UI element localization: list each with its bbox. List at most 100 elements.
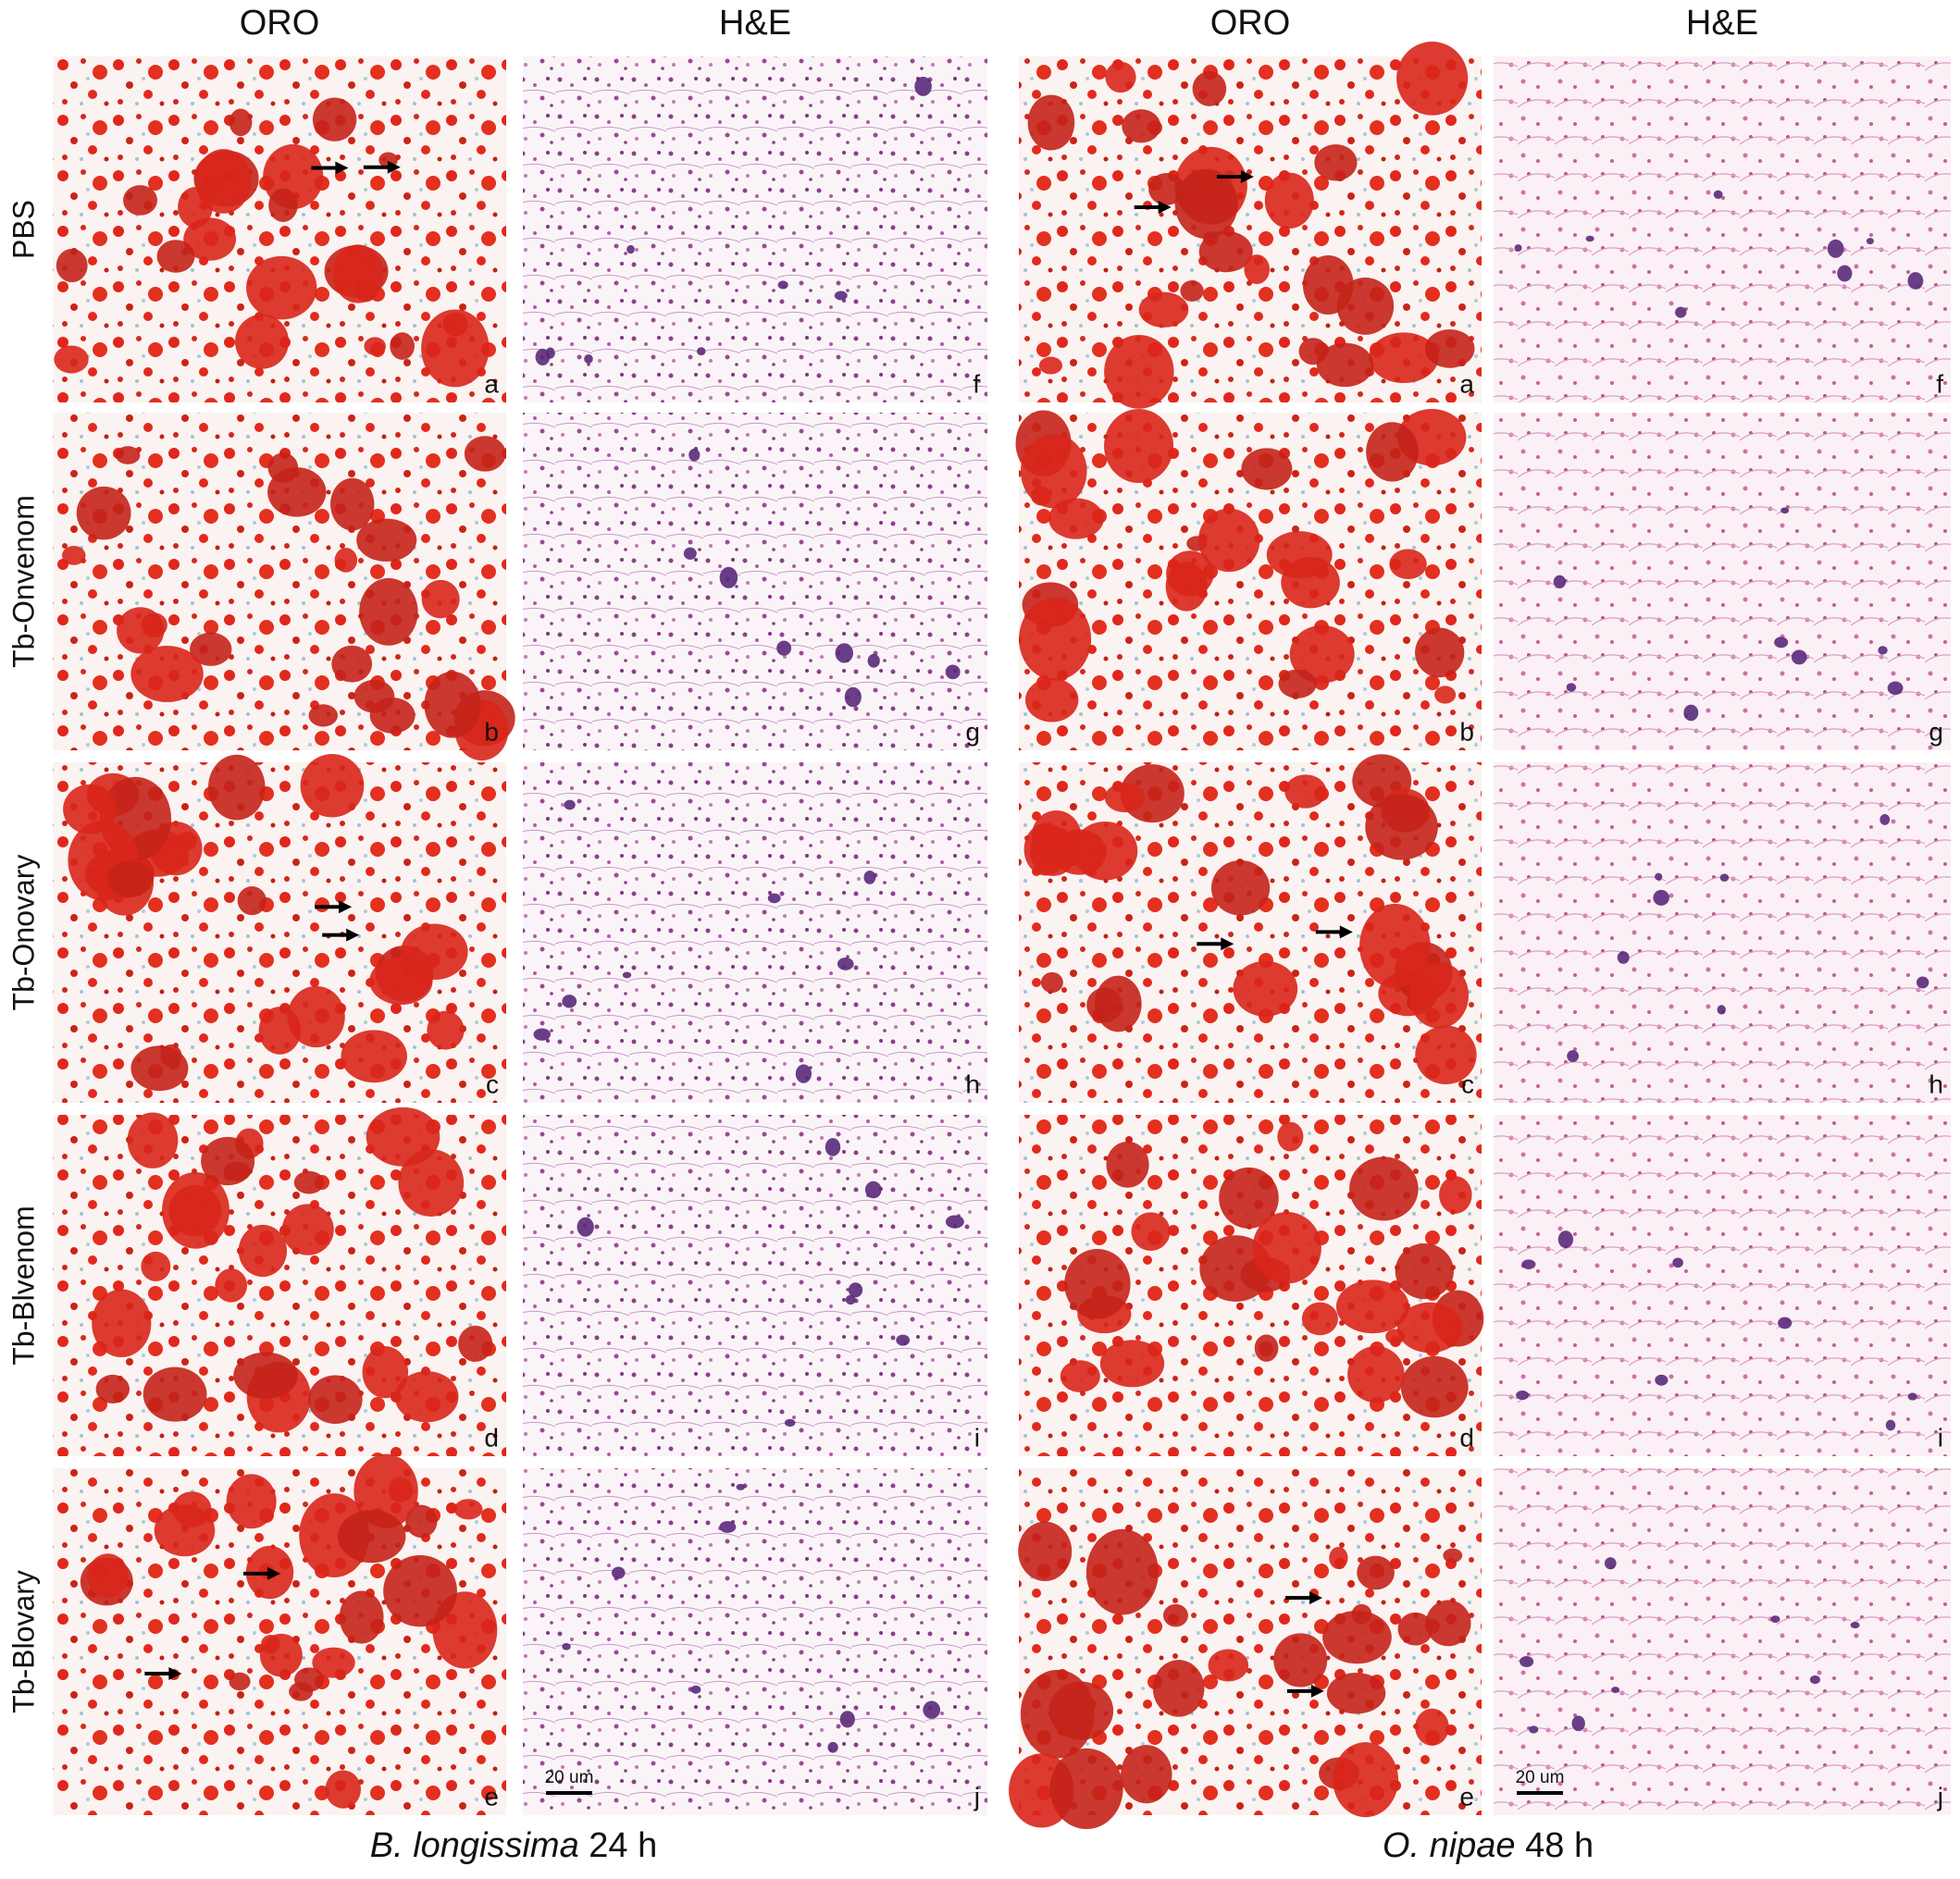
panel-letter: d (484, 1423, 499, 1452)
lipid-droplet (160, 1044, 182, 1068)
panel-letter: e (1459, 1782, 1474, 1811)
nucleus (834, 291, 848, 301)
lipid-droplet (1106, 1141, 1149, 1188)
panel-letter: j (1937, 1782, 1943, 1811)
panel-letter: i (974, 1423, 980, 1452)
lipid-droplet (1349, 1156, 1419, 1221)
column-header: H&E (719, 4, 791, 43)
micrograph-panel (523, 1115, 987, 1456)
lipid-droplet (293, 1170, 325, 1194)
lipid-droplet (1094, 975, 1142, 1032)
lipid-droplet (424, 671, 481, 738)
nucleus (1879, 813, 1891, 825)
lipid-droplet (394, 1371, 459, 1423)
lipid-droplet (1415, 1025, 1477, 1085)
lipid-droplet (156, 240, 195, 273)
panel-letter: a (1459, 369, 1474, 398)
nucleus (1566, 683, 1577, 692)
lipid-droplet (122, 185, 158, 216)
lipid-droplet (453, 1499, 483, 1520)
lipid-droplet (458, 1325, 493, 1363)
nucleus (1529, 1725, 1539, 1734)
row-label: Tb-Onovary (6, 855, 40, 1011)
lipid-droplet (356, 518, 417, 562)
lipid-droplet (1424, 328, 1475, 368)
lipid-droplet (1192, 71, 1227, 106)
micrograph-panel (523, 56, 987, 402)
nucleus (533, 1028, 551, 1041)
nucleus (825, 1138, 841, 1156)
lipid-droplet (405, 1504, 438, 1539)
lipid-droplet (1322, 1611, 1392, 1664)
nucleus (945, 664, 961, 680)
lipid-droplet (369, 957, 433, 1006)
lipid-droplet (1048, 1681, 1114, 1740)
nucleus (1655, 1374, 1668, 1386)
panel-letter: h (965, 1069, 980, 1098)
lipid-droplet (1241, 448, 1293, 490)
lipid-droplet (1366, 422, 1419, 482)
lipid-droplet (1252, 1211, 1321, 1284)
lipid-droplet (341, 1030, 407, 1083)
nucleus (1878, 646, 1888, 655)
lipid-droplet (338, 1510, 406, 1564)
nucleus (1866, 238, 1874, 245)
column-header: ORO (1210, 4, 1291, 43)
lipid-droplet (183, 217, 237, 261)
lipid-droplet (267, 452, 299, 484)
lipid-droplet (383, 1554, 457, 1627)
lipid-droplet (1415, 627, 1465, 678)
lipid-droplet (1434, 686, 1457, 704)
lipid-droplet (1396, 1302, 1463, 1354)
lipid-droplet (1122, 109, 1161, 143)
lipid-droplet (1233, 960, 1298, 1017)
nucleus (1553, 575, 1567, 589)
lipid-droplet (1073, 822, 1138, 881)
lipid-droplet (1104, 783, 1146, 813)
nucleus (562, 995, 577, 1008)
nucleus (1850, 1622, 1860, 1629)
nucleus (562, 1643, 571, 1650)
lipid-droplet (238, 1224, 288, 1278)
nucleus (577, 1217, 594, 1237)
lipid-droplet (195, 149, 252, 214)
lipid-droplet (300, 754, 365, 818)
lipid-droplet (56, 248, 88, 283)
lipid-droplet (1174, 168, 1238, 240)
panel-letter: i (1938, 1423, 1943, 1452)
lipid-droplet (92, 1289, 152, 1358)
lipid-droplet (1244, 254, 1271, 285)
lipid-droplet (287, 985, 345, 1048)
nucleus (584, 353, 593, 364)
nucleus (1907, 272, 1924, 290)
lipid-droplet (168, 1185, 222, 1237)
micrograph-panel (1494, 1115, 1951, 1456)
nucleus (1770, 1615, 1780, 1624)
nucleus (863, 870, 876, 884)
nucleus (945, 1215, 964, 1229)
panel-letter: b (484, 717, 499, 746)
lipid-droplet (1027, 94, 1075, 151)
nucleus (1827, 239, 1844, 258)
panel-letter: j (974, 1782, 980, 1811)
lipid-droplet (233, 1352, 298, 1399)
lipid-droplet (1443, 1548, 1463, 1563)
lipid-droplet (464, 436, 506, 472)
lipid-droplet (1314, 143, 1358, 181)
lipid-droplet (1048, 498, 1104, 539)
nucleus (545, 347, 555, 359)
lipid-droplet (390, 332, 415, 360)
lipid-droplet (398, 1149, 465, 1218)
nucleus (1672, 1257, 1683, 1268)
lipid-droplet (234, 314, 290, 369)
nucleus (1837, 265, 1853, 282)
arrow-head (168, 1667, 182, 1681)
lipid-droplet (95, 1374, 130, 1403)
lipid-droplet (1415, 1708, 1449, 1746)
nucleus (1683, 704, 1699, 722)
lipid-droplet (1277, 1121, 1304, 1152)
lipid-droplet (362, 1346, 409, 1399)
species: B. longissima (370, 1826, 579, 1865)
nucleus (1778, 1317, 1793, 1329)
lipid-droplet (76, 486, 131, 540)
